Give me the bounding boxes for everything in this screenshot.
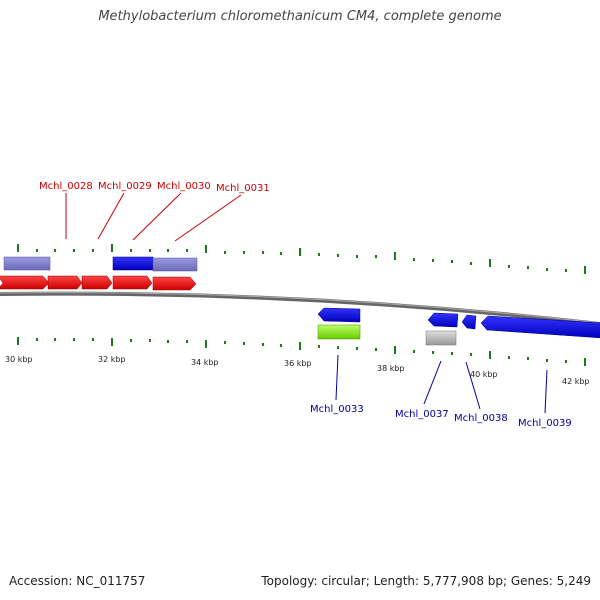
feature-block-green[interactable] [317,324,361,340]
gene-arrow-forward[interactable] [112,275,153,290]
gene-label-mchl-0029[interactable]: Mchl_0029 [98,181,152,192]
gene-label-mchl-0033[interactable]: Mchl_0033 [310,404,364,415]
leader-line [465,361,481,410]
leader-line [97,192,125,240]
gene-arrow-forward[interactable] [47,275,83,290]
accession-text: Accession: NC_011757 [9,574,146,588]
top-label-leaders [65,192,242,242]
gene-label-mchl-0039[interactable]: Mchl_0039 [518,418,572,429]
feature-block-lavender[interactable] [152,257,198,272]
genome-stats-text: Topology: circular; Length: 5,777,908 bp… [261,574,591,588]
scale-label-34kbp: 34 kbp [191,358,219,367]
leader-line [544,369,548,414]
forward-strand-track [0,275,197,291]
reverse-strand-track [317,307,600,346]
gene-arrow-forward[interactable] [152,276,197,291]
map-title: Methylobacterium chloromethanicum CM4, c… [98,9,502,24]
leader-line [132,192,182,241]
gene-label-mchl-0030[interactable]: Mchl_0030 [157,181,211,192]
gene-arrow-forward[interactable] [0,275,50,290]
scale-label-38kbp: 38 kbp [377,364,405,373]
scale-label-32kbp: 32 kbp [98,355,126,364]
gene-arrow-forward[interactable] [81,275,113,290]
bottom-label-leaders [335,354,548,414]
feature-block-blue[interactable] [112,256,154,271]
genome-backbone-highlight [0,292,600,324]
upper-tick-row [17,244,586,274]
leader-line [335,354,339,401]
scale-label-30kbp: 30 kbp [5,355,33,364]
gene-label-mchl-0037[interactable]: Mchl_0037 [395,409,449,420]
gene-label-mchl-0038[interactable]: Mchl_0038 [454,413,508,424]
gene-label-mchl-0031[interactable]: Mchl_0031 [216,183,270,194]
genome-backbone [0,291,600,326]
gene-arrow-reverse[interactable] [480,315,600,339]
leader-line [423,360,442,405]
gene-arrow-reverse[interactable] [427,312,459,328]
feature-block-lavender[interactable] [3,256,51,271]
gene-arrow-reverse[interactable] [317,307,361,323]
leader-line [174,194,242,242]
lower-tick-row [17,337,586,366]
gene-arrow-reverse[interactable] [461,314,477,330]
scale-label-40kbp: 40 kbp [470,370,498,379]
feature-block-gray[interactable] [425,330,457,346]
gene-label-mchl-0028[interactable]: Mchl_0028 [39,181,93,192]
scale-label-36kbp: 36 kbp [284,359,312,368]
scale-label-42kbp: 42 kbp [562,377,590,386]
